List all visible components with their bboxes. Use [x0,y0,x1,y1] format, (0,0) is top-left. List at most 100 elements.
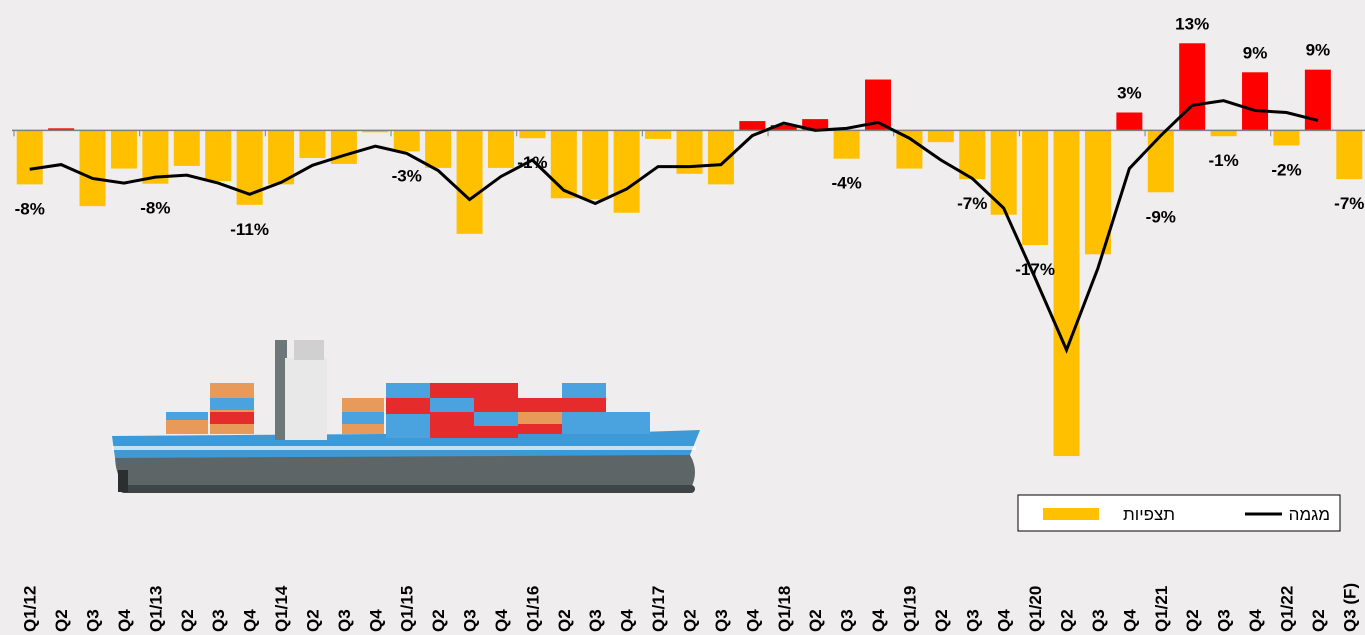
bar [896,130,923,169]
bar [205,130,232,182]
legend-label: תצפיות [1123,505,1175,524]
bar [802,119,829,131]
bar [16,130,43,185]
bar [1336,130,1363,180]
data-label: 9% [1306,41,1331,60]
x-tick-label: Q2 [555,609,574,632]
x-tick-label: Q4 [366,609,385,632]
bar [362,130,389,133]
x-tick-label: Q2 [806,609,825,632]
data-label: 3% [1117,84,1142,103]
x-tick-label: Q3 [586,609,605,632]
bar [833,130,860,159]
x-tick-label: Q2 [429,609,448,632]
x-tick-label: Q1/21 [1152,586,1171,632]
bar [1179,43,1206,131]
bar [927,130,954,143]
x-tick-label: Q1/12 [21,586,40,632]
bar [48,128,75,131]
x-tick-label: Q1/19 [900,586,919,632]
bar [1116,112,1143,131]
bar [1084,130,1111,255]
data-label: -8% [140,199,170,218]
bar [582,130,609,200]
x-tick-label: Q4 [115,609,134,632]
bar [142,130,169,184]
x-tick-label: Q1/16 [523,586,542,632]
ship-illustration [112,340,700,493]
data-label: -17% [1015,260,1055,279]
bar [268,130,295,185]
bar [1147,130,1174,193]
bar [990,130,1017,215]
bar [1273,130,1300,146]
x-tick-label: Q1/17 [649,586,668,632]
data-label: -4% [831,174,861,193]
bar [173,130,200,166]
x-tick-label: Q1/13 [146,586,165,632]
bar [1022,130,1049,246]
x-tick-label: Q4 [1120,609,1139,632]
x-tick-label: Q2 [303,609,322,632]
bar [425,130,452,168]
data-label: -9% [1146,207,1176,226]
x-tick-label: Q4 [743,609,762,632]
data-label: -1% [517,153,547,172]
x-tick-label: Q4 [995,609,1014,632]
x-tick-label: Q4 [492,609,511,632]
x-tick-label: Q4 [1246,609,1265,632]
data-label: -7% [957,194,987,213]
x-tick-label: Q1/15 [398,586,417,632]
data-label: -11% [230,220,269,239]
bar [1242,72,1269,131]
x-tick-label: Q3 [209,609,228,632]
data-label: -7% [1334,194,1364,213]
x-tick-label: Q3 [335,609,354,632]
bar [739,121,766,131]
legend-swatch [1043,508,1099,520]
bar [770,125,797,131]
x-tick-label: Q2 [178,609,197,632]
data-label: 13% [1175,14,1209,33]
bar [550,130,577,199]
bar [79,130,106,207]
x-tick-label: Q2 [1309,609,1328,632]
bar [645,130,672,139]
bar [1210,130,1237,137]
x-tick-label: Q3 [84,609,103,632]
x-tick-label: Q2 [681,609,700,632]
bar [959,130,986,180]
x-tick-label: Q2 [1058,609,1077,632]
x-tick-label: Q4 [618,609,637,632]
x-tick-label: Q1/14 [272,585,291,632]
trend-line [29,99,1319,354]
bar [299,130,326,159]
data-label: -1% [1208,151,1238,170]
bar [1304,69,1331,131]
x-tick-label: Q4 [241,609,260,632]
legend: מגמה תצפיות [1017,494,1341,532]
x-tick-label: Q3 (F) [1340,583,1359,632]
x-tick-label: Q2 [932,609,951,632]
x-tick-label: Q3 [712,609,731,632]
x-tick-label: Q1/22 [1277,586,1296,632]
x-tick-label: Q3 [1215,609,1234,632]
legend-label: מגמה [1289,505,1330,524]
bar [613,130,640,213]
x-tick-label: Q1/18 [775,586,794,632]
x-tick-label: Q2 [52,609,71,632]
data-label: -3% [392,166,422,185]
x-tick-label: Q3 [461,609,480,632]
bar [1053,130,1080,457]
x-tick-label: Q1/20 [1026,586,1045,632]
data-label: -8% [15,199,45,218]
bar [519,130,546,139]
bar [393,130,420,152]
x-tick-label: Q2 [1183,609,1202,632]
x-tick-label: Q3 [1089,609,1108,632]
bar [487,130,514,168]
bar [456,130,483,234]
data-label: 9% [1243,43,1268,62]
data-label: -2% [1271,160,1301,179]
